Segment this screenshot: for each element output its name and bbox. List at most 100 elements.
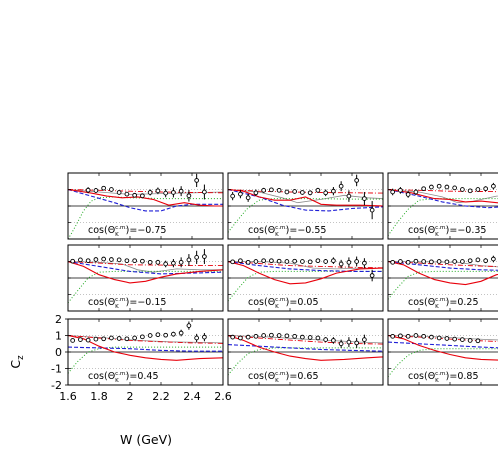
panel-frame bbox=[227, 172, 384, 240]
curve-red-solid bbox=[68, 188, 223, 207]
data-point bbox=[171, 260, 176, 266]
data-point bbox=[171, 331, 176, 337]
data-point bbox=[70, 338, 75, 343]
data-point bbox=[163, 261, 168, 267]
panel-angle-label: cos(Θc.m. K)=−0.15 bbox=[88, 297, 166, 310]
curve-red-dashdot bbox=[68, 261, 223, 267]
data-point bbox=[78, 337, 83, 342]
data-point bbox=[276, 258, 282, 264]
data-point bbox=[491, 183, 496, 189]
data-point bbox=[300, 190, 305, 195]
panel-angle-label-value: )=0.85 bbox=[446, 371, 479, 382]
panel: cos(Θc.m. K)=0.25 bbox=[387, 244, 498, 312]
data-point bbox=[284, 189, 290, 195]
panel-plot-area bbox=[388, 255, 498, 300]
data-point bbox=[253, 333, 259, 339]
data-point bbox=[300, 259, 305, 264]
data-point bbox=[362, 337, 367, 342]
curve-red-dashdot bbox=[388, 189, 498, 193]
panel-angle-label-prefix: cos(Θ bbox=[248, 225, 275, 236]
data-point bbox=[362, 260, 367, 266]
panel-angle-label: cos(Θc.m. K )=−0.55 bbox=[248, 225, 326, 238]
data-point bbox=[323, 337, 328, 342]
panel-angle-label-subscript: K bbox=[275, 232, 279, 238]
curve-red-dashdot bbox=[68, 189, 223, 194]
data-point bbox=[178, 259, 184, 265]
data-point bbox=[436, 335, 442, 341]
y-tick-label: 2 bbox=[55, 313, 62, 326]
data-point bbox=[245, 334, 251, 340]
data-point bbox=[390, 259, 395, 265]
panel: cos(Θc.m. K )=−0.55 bbox=[227, 172, 384, 240]
panel-angle-label: cos(Θc.m. K)=−0.35 bbox=[408, 225, 486, 238]
data-point bbox=[421, 186, 426, 192]
panel-frame bbox=[227, 244, 384, 312]
data-point bbox=[331, 188, 336, 194]
panel-angle-label-prefix: cos(Θ bbox=[88, 225, 115, 236]
data-point bbox=[483, 258, 488, 264]
data-point bbox=[132, 192, 137, 198]
data-point bbox=[186, 323, 192, 328]
data-point bbox=[194, 255, 199, 260]
data-point bbox=[178, 330, 184, 336]
data-point bbox=[93, 257, 99, 262]
data-point bbox=[398, 333, 403, 339]
data-point bbox=[93, 188, 99, 193]
data-point bbox=[171, 190, 176, 195]
data-point bbox=[315, 258, 321, 264]
data-point bbox=[307, 190, 313, 196]
curve-red-dashdot bbox=[228, 261, 383, 269]
curve-green-dotted bbox=[228, 270, 383, 302]
curve-gray-solid bbox=[228, 335, 383, 344]
data-point bbox=[230, 334, 235, 340]
data-point bbox=[369, 273, 375, 278]
data-point bbox=[354, 178, 359, 183]
data-point bbox=[124, 258, 130, 264]
data-point bbox=[253, 190, 259, 196]
curve-red-dashdot bbox=[388, 261, 498, 267]
data-point bbox=[390, 189, 395, 195]
panel-angle-label-superscript: c.m. bbox=[275, 297, 287, 303]
data-point bbox=[202, 254, 207, 259]
panel-angle-label: cos(Θc.m. K)=0.65 bbox=[248, 371, 319, 384]
panel-angle-label: cos(Θc.m. K)=−0.75 bbox=[88, 225, 166, 238]
panel-angle-label-superscript: c.m. bbox=[435, 225, 447, 231]
data-point bbox=[475, 187, 481, 192]
panel-angle-label-superscript: c.m. bbox=[275, 225, 287, 231]
data-point bbox=[405, 192, 411, 197]
panel-plot-area bbox=[68, 321, 223, 374]
panel: cos(Θc.m. K)=0.45 bbox=[67, 318, 224, 386]
panel-angle-label-prefix: cos(Θ bbox=[408, 225, 435, 236]
x-tick-label: 1.8 bbox=[90, 390, 108, 403]
data-point bbox=[132, 335, 137, 341]
curve-green-dotted bbox=[68, 346, 223, 374]
data-point bbox=[85, 258, 91, 264]
panel-angle-label-subscript: K bbox=[435, 304, 439, 310]
data-point bbox=[194, 178, 199, 183]
y-tick-label: 1 bbox=[55, 330, 62, 343]
x-tick-label: 2.2 bbox=[152, 390, 170, 403]
data-point bbox=[78, 257, 83, 263]
panel-angle-label-prefix: cos(Θ bbox=[408, 297, 435, 308]
data-point bbox=[483, 186, 488, 192]
curve-blue-dashed bbox=[388, 260, 498, 271]
panel-plot-area bbox=[228, 332, 383, 376]
data-point bbox=[163, 190, 168, 196]
panel-angle-label-value: )=−0.55 bbox=[286, 225, 327, 236]
data-point bbox=[109, 187, 114, 192]
curve-red-solid bbox=[388, 334, 498, 361]
panel-angle-label-subscript: K bbox=[435, 378, 439, 384]
curve-blue-dashed bbox=[228, 260, 383, 272]
curve-red-dashdot bbox=[228, 189, 383, 194]
data-point bbox=[460, 259, 465, 264]
y-axis-title: Cz bbox=[8, 355, 26, 369]
data-point bbox=[429, 334, 434, 340]
panel-angle-label: cos(Θc.m. K)=0.25 bbox=[408, 297, 479, 310]
curve-red-solid bbox=[228, 260, 383, 285]
y-tick-label: 0 bbox=[55, 346, 62, 359]
curve-blue-dashed bbox=[228, 344, 383, 352]
panel-angle-label-value: )=0.25 bbox=[446, 297, 479, 308]
data-point bbox=[194, 335, 199, 341]
panel-angle-label-prefix: cos(Θ bbox=[88, 371, 115, 382]
